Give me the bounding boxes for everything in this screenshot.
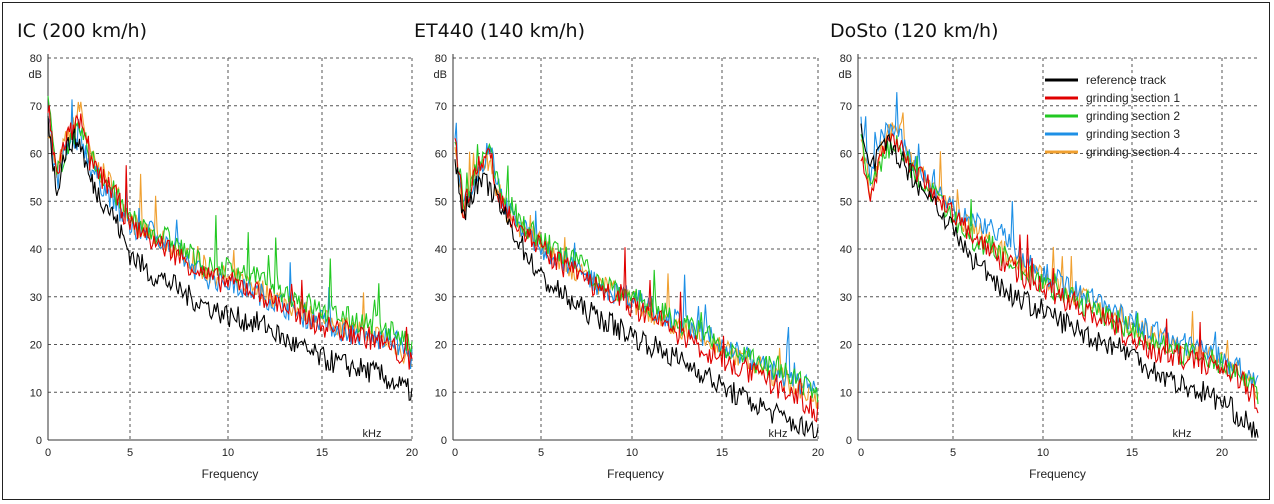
legend: reference track grinding section 1 grindin…: [1045, 73, 1180, 159]
y-tick-label: 20: [840, 340, 852, 352]
x-tick-label: 10: [222, 447, 234, 459]
y-tick-label: 30: [30, 292, 42, 304]
x-unit-label: kHz: [363, 428, 382, 440]
y-tick-label: 30: [840, 292, 852, 304]
chart-panel-3: 0 10 20 30 40 50 60 70 80 dB 0 5 10 15 20 kHz Frequency r…: [839, 53, 1259, 481]
series-line-2: [454, 138, 819, 423]
x-unit-label: kHz: [769, 428, 788, 440]
y-tick-label: 80: [435, 53, 447, 65]
y-tick-label: 10: [840, 387, 852, 399]
chart-panel-1: 0 10 20 30 40 50 60 70 80 dB 0 5 10 15 20 kHz Frequency: [29, 53, 419, 481]
x-tick-label: 20: [1216, 447, 1228, 459]
y-tick-label: 20: [30, 340, 42, 352]
legend-label: reference track: [1086, 73, 1167, 87]
x-axis-title: Frequency: [1029, 467, 1086, 481]
y-tick-label: 40: [840, 244, 852, 256]
y-tick-label: 60: [30, 149, 42, 161]
x-tick-label: 5: [127, 447, 133, 459]
y-tick-label: 60: [840, 149, 852, 161]
y-tick-label: 40: [30, 244, 42, 256]
y-tick-label: 20: [435, 340, 447, 352]
y-unit-label: dB: [29, 69, 42, 81]
chart-title-3: DoSto (120 km/h): [830, 20, 999, 42]
series-line-2: [47, 105, 413, 370]
x-tick-label: 0: [452, 447, 458, 459]
chart-panel-2: 0 10 20 30 40 50 60 70 80 dB 0 5 10 15 20 kHz Frequency: [434, 53, 825, 481]
y-tick-label: 30: [435, 292, 447, 304]
x-tick-label: 15: [716, 447, 728, 459]
y-tick-label: 70: [435, 101, 447, 113]
x-unit-label: kHz: [1173, 428, 1192, 440]
y-tick-label: 80: [840, 53, 852, 65]
y-tick-label: 60: [435, 149, 447, 161]
x-tick-label: 5: [538, 447, 544, 459]
series-line-1: [454, 159, 819, 439]
y-tick-label: 0: [441, 435, 447, 447]
legend-label: grinding section 2: [1086, 109, 1180, 123]
series-line-4: [454, 122, 819, 395]
chart-title-1: IC (200 km/h): [17, 20, 147, 42]
x-tick-label: 5: [950, 447, 956, 459]
legend-label: grinding section 1: [1086, 91, 1180, 105]
series-line-4: [860, 92, 1259, 388]
x-tick-label: 20: [406, 447, 418, 459]
y-tick-label: 0: [846, 435, 852, 447]
series-line-3: [454, 141, 819, 407]
x-tick-label: 15: [1126, 447, 1138, 459]
x-tick-label: 15: [316, 447, 328, 459]
series-line-1: [47, 115, 413, 401]
y-tick-label: 0: [36, 435, 42, 447]
series-line-1: [860, 123, 1259, 438]
y-tick-label: 10: [435, 387, 447, 399]
chart-title-2: ET440 (140 km/h): [414, 20, 585, 42]
x-tick-label: 20: [812, 447, 824, 459]
x-tick-label: 10: [1037, 447, 1049, 459]
y-unit-label: dB: [839, 69, 852, 81]
legend-label: grinding section 3: [1086, 127, 1180, 141]
y-tick-label: 50: [435, 196, 447, 208]
y-tick-label: 50: [840, 196, 852, 208]
y-tick-label: 50: [30, 196, 42, 208]
y-tick-label: 70: [840, 101, 852, 113]
x-axis-title: Frequency: [607, 467, 664, 481]
y-tick-label: 40: [435, 244, 447, 256]
x-tick-label: 10: [626, 447, 638, 459]
x-tick-label: 0: [858, 447, 864, 459]
legend-label: grinding section 4: [1086, 145, 1180, 159]
y-tick-label: 80: [30, 53, 42, 65]
series-line-2: [860, 132, 1259, 414]
y-tick-label: 70: [30, 101, 42, 113]
y-tick-label: 10: [30, 387, 42, 399]
x-axis-title: Frequency: [202, 467, 259, 481]
y-unit-label: dB: [434, 69, 447, 81]
x-tick-label: 0: [45, 447, 51, 459]
